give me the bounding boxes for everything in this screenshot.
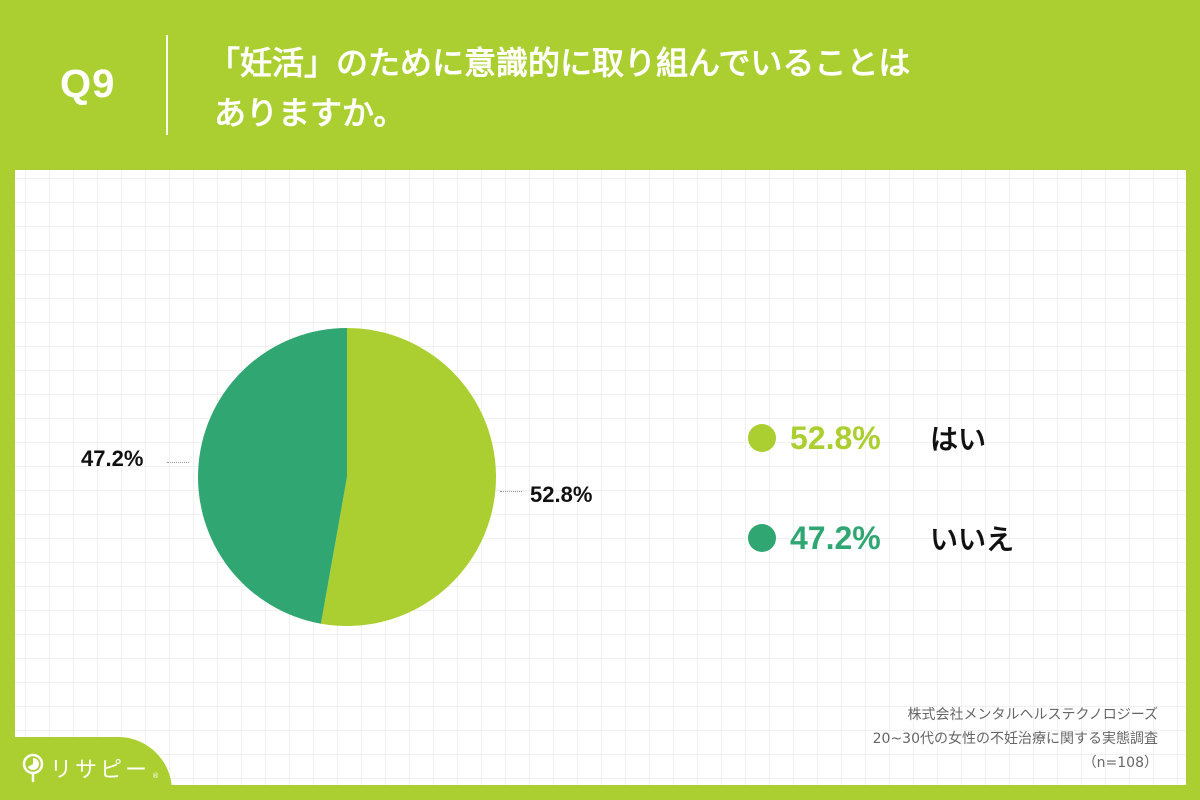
brand-logo: リサピー ® xyxy=(22,752,159,784)
legend-item-no: 47.2% いいえ xyxy=(748,514,1014,562)
source-note: 株式会社メンタルヘルステクノロジーズ 20~30代の女性の不妊治療に関する実態調… xyxy=(873,703,1158,775)
source-sample: （n=108） xyxy=(1082,755,1158,771)
pie-slice-no xyxy=(198,328,347,624)
source-survey: 20~30代の女性の不妊治療に関する実態調査 xyxy=(872,731,1158,747)
legend-dot-yes-icon xyxy=(748,424,776,452)
question-title: 「妊活」のために意識的に取り組んでいることは ありますか。 xyxy=(200,38,1020,138)
leader-line-no xyxy=(167,462,189,463)
legend-label-no: いいえ xyxy=(930,523,1015,556)
legend-label-yes: はい xyxy=(930,423,987,456)
legend-item-yes: 52.8% はい xyxy=(748,414,1014,462)
question-number: Q9 xyxy=(60,62,116,106)
pie-label-yes: 52.8% xyxy=(530,482,593,507)
legend: 52.8% はい 47.2% いいえ xyxy=(748,414,1014,614)
leader-line-yes xyxy=(500,491,522,492)
question-title-line1: 「妊活」のために意識的に取り組んでいることは xyxy=(208,44,911,82)
header: Q9 「妊活」のために意識的に取り組んでいることは ありますか。 xyxy=(0,0,1200,170)
pie-chart xyxy=(197,327,497,627)
logo-trademark: ® xyxy=(152,772,160,780)
header-divider xyxy=(166,35,168,135)
pin-pie-icon xyxy=(22,753,44,783)
logo-text: リサピー xyxy=(50,758,151,783)
source-company: 株式会社メンタルヘルステクノロジーズ xyxy=(907,707,1158,723)
legend-pct-yes: 52.8% xyxy=(790,419,881,456)
legend-dot-no-icon xyxy=(748,524,776,552)
legend-pct-no: 47.2% xyxy=(790,519,881,556)
chart-panel: 47.2% 52.8% 52.8% はい 47.2% いいえ 株式会社メンタルヘ… xyxy=(15,170,1186,785)
logo-tab xyxy=(0,737,172,800)
question-title-line2: ありますか。 xyxy=(214,94,406,132)
pie-slice-yes xyxy=(320,328,497,626)
pie-label-no: 47.2% xyxy=(81,446,144,471)
pie-svg xyxy=(198,328,497,626)
